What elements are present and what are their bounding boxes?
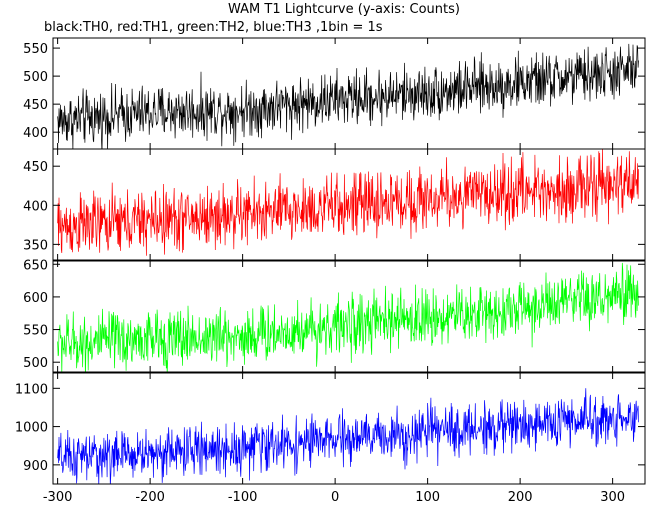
- chart-subtitle: black:TH0, red:TH1, green:TH2, blue:TH3 …: [44, 20, 383, 35]
- x-tick-label: 0: [331, 490, 339, 505]
- series-line-th3: [57, 388, 639, 484]
- chart-title: WAM T1 Lightcurve (y-axis: Counts): [228, 2, 460, 17]
- x-tick-label: 200: [508, 490, 533, 505]
- panels-group: 400 450 500 550 350 400 450 500 550 600 650 900 1000…: [15, 37, 646, 485]
- y-tick-label: 450: [23, 98, 48, 113]
- y-tick-label: 650: [23, 258, 48, 273]
- panel-th3: 900 1000 1100: [15, 372, 646, 485]
- series-line-th0: [57, 43, 639, 149]
- panel-th1: 350 400 450: [23, 148, 646, 261]
- panel-frame: [52, 260, 646, 373]
- x-tick-label: 100: [415, 490, 440, 505]
- x-tick-label: 300: [600, 490, 625, 505]
- x-axis: -300 -200 -100 0 100 200 300: [43, 490, 625, 505]
- x-tick-label: -100: [228, 490, 258, 505]
- y-tick-label: 500: [23, 356, 48, 371]
- y-tick-label: 600: [23, 291, 48, 306]
- y-tick-label: 500: [23, 70, 48, 85]
- series-line-th1: [57, 149, 639, 256]
- y-tick-label: 350: [23, 238, 48, 253]
- y-tick-label: 450: [23, 160, 48, 175]
- y-tick-label: 1000: [15, 421, 48, 436]
- x-tick-label: -300: [43, 490, 73, 505]
- series-line-th2: [57, 262, 639, 372]
- panel-th0: 400 450 500 550: [23, 37, 646, 150]
- y-tick-label: 1100: [15, 382, 48, 397]
- panel-frame: [52, 148, 646, 261]
- y-tick-label: 550: [23, 324, 48, 339]
- panel-th2: 500 550 600 650: [23, 258, 646, 373]
- y-tick-label: 400: [23, 199, 48, 214]
- panel-frame: [52, 372, 646, 485]
- y-tick-label: 900: [23, 459, 48, 474]
- y-tick-label: 550: [23, 42, 48, 57]
- y-tick-label: 400: [23, 126, 48, 141]
- x-tick-label: -200: [135, 490, 165, 505]
